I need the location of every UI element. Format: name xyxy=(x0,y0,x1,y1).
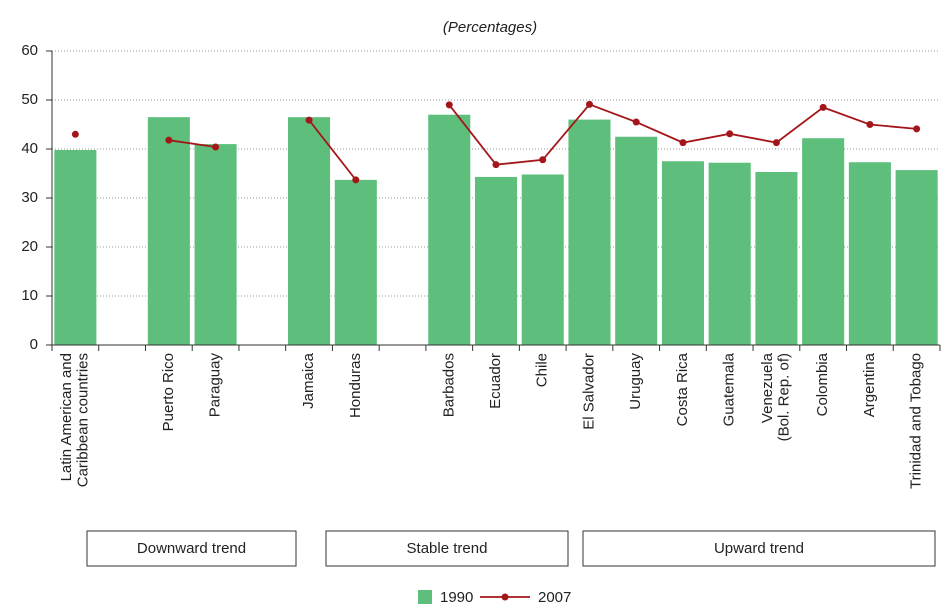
point xyxy=(772,139,780,147)
group-box xyxy=(325,530,569,567)
x-tick-label: Barbados xyxy=(440,353,457,417)
bar xyxy=(755,172,798,345)
x-tick-label: Guatemala xyxy=(721,352,738,426)
point xyxy=(866,121,874,128)
y-tick-label: 40 xyxy=(21,140,38,157)
x-tick-label: El Salvador xyxy=(580,353,597,430)
y-tick-label: 60 xyxy=(21,42,38,59)
x-tick-label: Honduras xyxy=(347,353,364,418)
x-tick-label: Puerto Rico xyxy=(160,353,177,431)
y-tick-label: 10 xyxy=(21,287,38,304)
group-box xyxy=(86,530,297,567)
y-tick-label: 50 xyxy=(21,91,38,108)
bar xyxy=(428,114,471,345)
bar xyxy=(147,117,190,346)
legend-label: 1990 xyxy=(440,589,473,606)
bar xyxy=(848,162,891,345)
bar xyxy=(54,149,97,345)
point xyxy=(212,143,220,151)
bar xyxy=(288,117,331,346)
bar xyxy=(521,174,564,345)
legend-swatch xyxy=(418,590,432,604)
point xyxy=(352,176,360,184)
chart-subtitle: (Percentages) xyxy=(443,19,537,36)
bar xyxy=(615,136,658,345)
y-tick-label: 30 xyxy=(21,189,38,206)
point xyxy=(726,130,734,138)
x-tick-label: Colombia xyxy=(814,352,831,416)
point xyxy=(305,116,313,124)
bar xyxy=(708,162,751,345)
point xyxy=(585,100,593,108)
bar xyxy=(895,170,938,345)
x-tick-label: Uruguay xyxy=(627,353,644,410)
group-label: Downward trend xyxy=(137,540,246,557)
x-tick-label: Paraguay xyxy=(207,353,224,418)
point xyxy=(632,118,640,126)
point xyxy=(539,156,547,164)
x-tick-label: Ecuador xyxy=(487,353,504,409)
x-tick-label: Costa Rica xyxy=(674,352,691,426)
point xyxy=(165,136,173,144)
point xyxy=(819,103,827,111)
bar xyxy=(194,144,237,345)
y-tick-label: 0 xyxy=(30,336,38,353)
x-tick-label: Latin American andCaribbean countries xyxy=(58,353,92,487)
bar xyxy=(474,176,518,345)
group-box xyxy=(582,530,936,567)
y-tick-label: 20 xyxy=(21,238,38,255)
point xyxy=(679,139,687,147)
bar xyxy=(334,179,377,345)
legend-label: 2007 xyxy=(538,589,571,606)
x-tick-label: Trinidad and Tobago xyxy=(908,353,925,489)
group-label: Upward trend xyxy=(714,540,804,557)
group-label: Stable trend xyxy=(407,540,488,557)
bar xyxy=(802,138,845,345)
x-tick-label: Jamaica xyxy=(300,352,317,409)
x-tick-label: Venezuela(Bol. Rep. of) xyxy=(759,352,793,441)
bar xyxy=(661,161,704,345)
x-tick-label: Chile xyxy=(534,353,551,387)
legend-swatch xyxy=(501,593,509,601)
x-tick-label: Argentina xyxy=(861,352,878,417)
point xyxy=(492,161,500,169)
bar xyxy=(568,119,611,345)
point xyxy=(71,130,79,138)
point xyxy=(445,101,453,109)
point xyxy=(913,125,921,133)
